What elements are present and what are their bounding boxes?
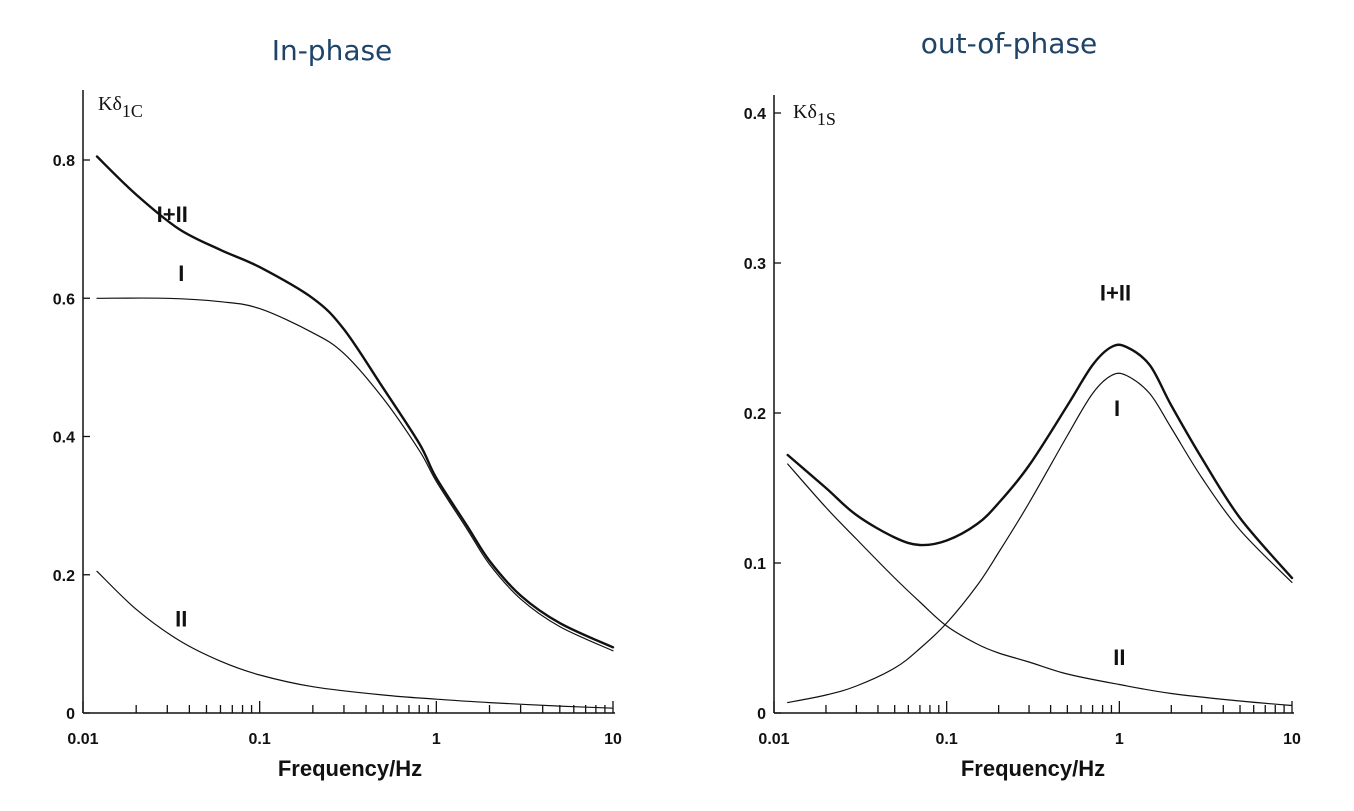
series-line-i-plus-ii <box>95 155 615 649</box>
series-line-i <box>96 297 614 652</box>
curve-label: I <box>1114 396 1120 421</box>
curve-label: II <box>175 607 187 632</box>
x-tick-label: 1 <box>432 731 441 748</box>
y-tick-label: 0.8 <box>53 153 75 170</box>
y-tick-label: 0.1 <box>744 556 766 573</box>
chart-in-phase: In-phase 0 0.2 0.4 0.6 0.8 0.01 0.1 1 10 Frequenc… <box>53 34 622 781</box>
series-line-ii <box>787 463 1293 707</box>
curve-label: II <box>1113 645 1125 670</box>
y-tick-label: 0.2 <box>53 568 75 585</box>
y-tick-label: 0.6 <box>53 291 75 308</box>
chart-title: In-phase <box>272 34 393 67</box>
x-tick-label: 0.01 <box>758 731 789 748</box>
chart-out-of-phase: out-of-phase 0 0.1 0.2 0.3 0.4 0.01 0.1 1 10 Freq… <box>744 27 1301 781</box>
x-tick-label: 10 <box>604 731 622 748</box>
y-tick-label: 0.2 <box>744 406 766 423</box>
y-tick-label: 0.4 <box>53 430 75 447</box>
curve-label: I+II <box>1100 281 1131 306</box>
x-tick-label: 1 <box>1115 731 1124 748</box>
y-axis-label: Kδ1S <box>793 101 836 129</box>
y-axis-label: Kδ1C <box>98 93 143 121</box>
x-axis-label: Frequency/Hz <box>961 756 1105 781</box>
y-tick-label: 0.3 <box>744 256 766 273</box>
x-tick-label: 0.01 <box>67 731 98 748</box>
curve-label: I <box>178 261 184 286</box>
x-axis-label: Frequency/Hz <box>278 756 422 781</box>
x-tick-label: 0.1 <box>936 731 958 748</box>
series-line-ii <box>96 570 614 709</box>
y-tick-label: 0 <box>757 706 766 723</box>
y-tick-label: 0.4 <box>744 106 766 123</box>
series-line-i <box>787 372 1293 704</box>
x-tick-label: 10 <box>1283 731 1301 748</box>
curve-label: I+II <box>157 202 188 227</box>
series-line-i-plus-ii <box>786 343 1294 580</box>
chart-title: out-of-phase <box>921 27 1098 60</box>
y-tick-label: 0 <box>66 706 75 723</box>
x-tick-label: 0.1 <box>249 731 271 748</box>
